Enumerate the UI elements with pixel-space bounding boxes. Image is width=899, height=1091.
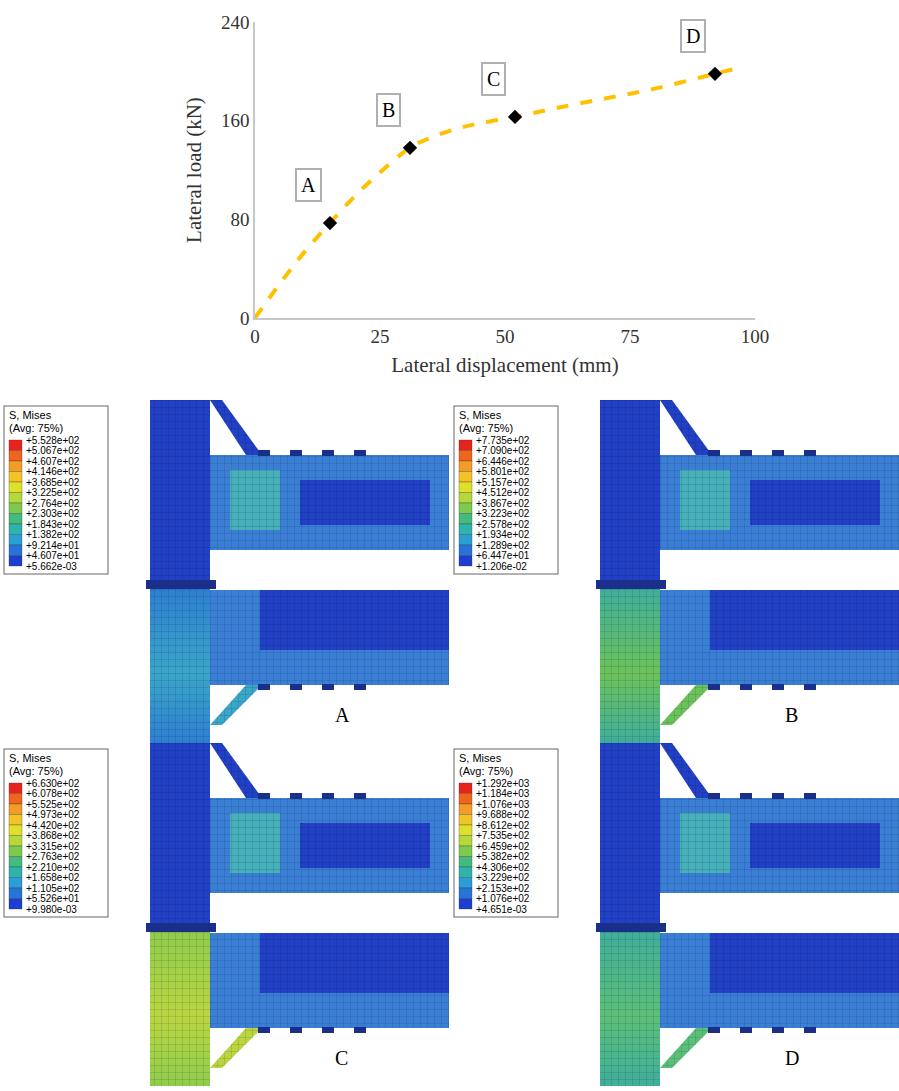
svg-text:+6.447e+01: +6.447e+01 (476, 550, 530, 561)
svg-text:S, Mises: S, Mises (459, 752, 502, 764)
svg-text:+5.382e+02: +5.382e+02 (476, 851, 530, 862)
svg-text:+1.843e+02: +1.843e+02 (26, 519, 80, 530)
svg-text:+3.225e+02: +3.225e+02 (26, 487, 80, 498)
svg-text:+4.146e+02: +4.146e+02 (26, 466, 80, 477)
svg-text:+1.105e+02: +1.105e+02 (26, 883, 80, 894)
svg-text:+5.525e+02: +5.525e+02 (26, 799, 80, 810)
svg-text:+2.210e+02: +2.210e+02 (26, 862, 80, 873)
svg-text:+2.764e+02: +2.764e+02 (26, 498, 80, 509)
svg-text:80: 80 (230, 209, 249, 230)
svg-text:25: 25 (371, 326, 390, 347)
svg-text:+1.292e+03: +1.292e+03 (476, 778, 530, 789)
svg-text:+5.662e-03: +5.662e-03 (26, 561, 77, 572)
svg-text:D: D (686, 25, 700, 47)
svg-text:C: C (487, 68, 500, 90)
svg-text:240: 240 (221, 12, 250, 33)
svg-text:C: C (335, 1047, 348, 1069)
svg-text:+1.184e+03: +1.184e+03 (476, 788, 530, 799)
svg-text:+5.157e+02: +5.157e+02 (476, 477, 530, 488)
svg-text:+2.153e+02: +2.153e+02 (476, 883, 530, 894)
svg-text:(Avg: 75%): (Avg: 75%) (9, 422, 63, 434)
svg-text:+7.090e+02: +7.090e+02 (476, 445, 530, 456)
svg-text:+9.688e+02: +9.688e+02 (476, 809, 530, 820)
svg-text:B: B (785, 704, 798, 726)
svg-text:+3.685e+02: +3.685e+02 (26, 477, 80, 488)
svg-text:+5.801e+02: +5.801e+02 (476, 466, 530, 477)
svg-text:A: A (335, 704, 350, 726)
svg-text:+4.306e+02: +4.306e+02 (476, 862, 530, 873)
svg-text:100: 100 (741, 326, 770, 347)
svg-text:B: B (382, 99, 395, 121)
svg-text:75: 75 (621, 326, 640, 347)
svg-text:+1.206e-02: +1.206e-02 (476, 561, 527, 572)
svg-text:160: 160 (221, 110, 250, 131)
svg-text:Lateral load (kN): Lateral load (kN) (182, 97, 206, 243)
svg-text:+3.868e+02: +3.868e+02 (26, 830, 80, 841)
svg-text:+3.229e+02: +3.229e+02 (476, 872, 530, 883)
svg-text:+7.735e+02: +7.735e+02 (476, 435, 530, 446)
svg-text:+6.446e+02: +6.446e+02 (476, 456, 530, 467)
svg-text:+1.076e+03: +1.076e+03 (476, 799, 530, 810)
svg-text:0: 0 (250, 326, 260, 347)
svg-text:+4.973e+02: +4.973e+02 (26, 809, 80, 820)
svg-text:+2.303e+02: +2.303e+02 (26, 508, 80, 519)
svg-text:+5.067e+02: +5.067e+02 (26, 445, 80, 456)
svg-text:Lateral displacement (mm): Lateral displacement (mm) (391, 353, 618, 377)
svg-text:+2.578e+02: +2.578e+02 (476, 519, 530, 530)
svg-text:+1.934e+02: +1.934e+02 (476, 529, 530, 540)
svg-text:(Avg: 75%): (Avg: 75%) (9, 765, 63, 777)
svg-text:0: 0 (240, 308, 250, 329)
svg-text:D: D (785, 1047, 799, 1069)
svg-text:(Avg: 75%): (Avg: 75%) (459, 422, 513, 434)
svg-text:+1.076e+02: +1.076e+02 (476, 893, 530, 904)
svg-text:+4.512e+02: +4.512e+02 (476, 487, 530, 498)
svg-text:S, Mises: S, Mises (459, 409, 502, 421)
svg-text:+5.528e+02: +5.528e+02 (26, 435, 80, 446)
svg-text:+6.630e+02: +6.630e+02 (26, 778, 80, 789)
svg-text:+6.459e+02: +6.459e+02 (476, 841, 530, 852)
svg-text:+9.980e-03: +9.980e-03 (26, 904, 77, 915)
svg-text:+7.535e+02: +7.535e+02 (476, 830, 530, 841)
svg-text:50: 50 (496, 326, 515, 347)
svg-text:+4.651e-03: +4.651e-03 (476, 904, 527, 915)
svg-text:+8.612e+02: +8.612e+02 (476, 820, 530, 831)
svg-text:+5.526e+01: +5.526e+01 (26, 893, 80, 904)
svg-text:A: A (301, 174, 316, 196)
svg-text:S, Mises: S, Mises (9, 752, 52, 764)
svg-text:+9.214e+01: +9.214e+01 (26, 540, 80, 551)
svg-text:+3.223e+02: +3.223e+02 (476, 508, 530, 519)
svg-text:+4.607e+02: +4.607e+02 (26, 456, 80, 467)
svg-text:+6.078e+02: +6.078e+02 (26, 788, 80, 799)
svg-text:(Avg: 75%): (Avg: 75%) (459, 765, 513, 777)
svg-text:+1.289e+02: +1.289e+02 (476, 540, 530, 551)
svg-text:+4.420e+02: +4.420e+02 (26, 820, 80, 831)
svg-text:+4.607e+01: +4.607e+01 (26, 550, 80, 561)
svg-text:+2.763e+02: +2.763e+02 (26, 851, 80, 862)
svg-text:+3.867e+02: +3.867e+02 (476, 498, 530, 509)
svg-text:+3.315e+02: +3.315e+02 (26, 841, 80, 852)
svg-text:S, Mises: S, Mises (9, 409, 52, 421)
svg-text:+1.382e+02: +1.382e+02 (26, 529, 80, 540)
svg-text:+1.658e+02: +1.658e+02 (26, 872, 80, 883)
